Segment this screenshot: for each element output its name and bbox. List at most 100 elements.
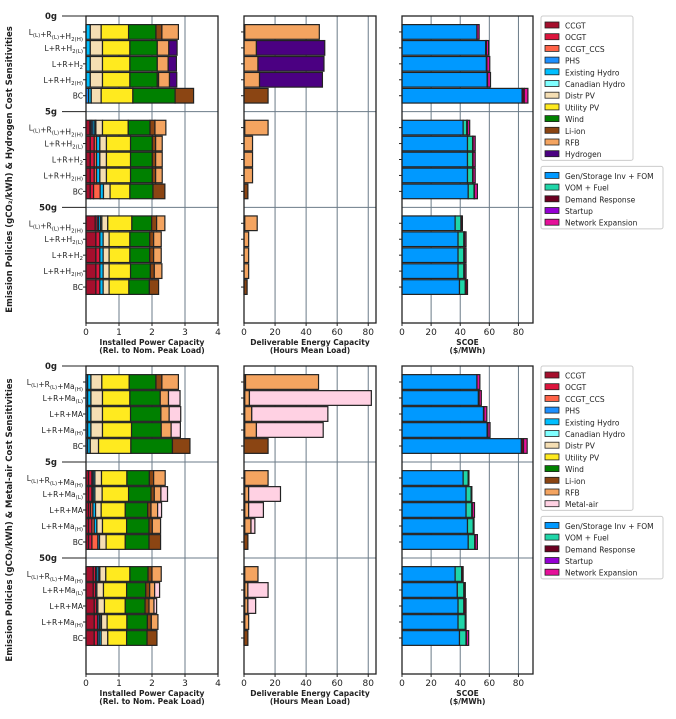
category-label: L+R+H2(L): [45, 235, 83, 246]
bar-segment-utility-pv: [101, 119, 129, 136]
category-label: BC: [73, 283, 83, 292]
x-axis-label: SCOE: [456, 338, 478, 347]
bar-segment-vom-fuel: [466, 151, 474, 168]
bar-segment-demand-response: [472, 518, 475, 534]
bar-segment-rfb: [244, 24, 320, 40]
x-tick-label: 60: [484, 679, 496, 689]
bar-segment-gen-storage-inv-fom: [401, 486, 467, 502]
legend-swatch: [544, 488, 560, 496]
bar-segment-rfb: [160, 422, 172, 438]
bar-segment-distr-pv: [90, 374, 103, 390]
bar-segment-gen-storage-inv-fom: [401, 39, 487, 56]
bar-segment-distr-pv: [97, 598, 106, 614]
bar-segment-metal-air: [153, 598, 158, 614]
bar-segment-utility-pv: [105, 167, 132, 184]
legend-swatch: [544, 150, 560, 158]
legend-item-label: Gen/Storage Inv + FOM: [565, 522, 654, 531]
bar-segment-network-expansion: [463, 263, 467, 280]
legend-swatch: [544, 568, 560, 576]
bar-segment-wind: [129, 135, 153, 152]
bar-segment-rfb: [244, 518, 252, 534]
bar-segment-hydrogen: [167, 55, 178, 72]
legend-item-label: CCGT_CCS: [565, 45, 605, 54]
legend-swatch: [544, 500, 560, 508]
category-label: L(L)+R(L)+Ma(H): [27, 474, 83, 489]
bar-segment-vom-fuel: [465, 486, 472, 502]
bar-segment-ccgt-ccs: [91, 534, 99, 550]
category-label: L+R+MA: [49, 506, 83, 515]
legend-swatch: [544, 418, 560, 426]
legend-box: [540, 515, 664, 580]
legend-item-label: OCGT: [565, 33, 587, 42]
category-label: L+R+Ma(L): [43, 586, 83, 597]
bar-segment-rfb: [153, 263, 163, 280]
category-label: L+R+Ma(L): [43, 394, 83, 405]
panel-frame: [401, 15, 534, 324]
legend-item-label: Metal-air: [565, 500, 599, 509]
bar-segment-gen-storage-inv-fom: [401, 630, 461, 646]
bar-segment-metal-air: [168, 406, 182, 422]
panel-frame: [243, 365, 377, 675]
bar-segment-wind: [129, 406, 162, 422]
x-axis-label: ($/MWh): [450, 697, 486, 706]
bar-segment-rfb: [161, 374, 179, 390]
bar-segment-li-ion: [148, 470, 155, 486]
x-tick-label: 40: [300, 328, 312, 338]
legend-box: [540, 15, 634, 161]
x-tick-label: 60: [484, 328, 496, 338]
bar-segment-wind: [129, 55, 158, 72]
x-axis-label: (Rel. to Nom. Peak Load): [99, 346, 204, 355]
bar-segment-rfb: [243, 135, 254, 152]
legend-swatch: [544, 91, 560, 99]
bar-segment-network-expansion: [486, 55, 491, 72]
bar-segment-wind: [129, 151, 153, 168]
bar-segment-rfb: [149, 582, 156, 598]
legend-swatch: [544, 21, 560, 29]
x-tick-label: 20: [425, 679, 437, 689]
panel-frame: [243, 15, 377, 324]
bar-segment-wind: [124, 502, 149, 518]
category-label: L+R+H2(L): [45, 140, 83, 151]
bar-segment-gen-storage-inv-fom: [401, 183, 469, 200]
bar-segment-li-ion: [155, 24, 163, 40]
bar-segment-vom-fuel: [457, 231, 465, 248]
legend-item-label: OCGT: [565, 383, 587, 392]
bar-segment-vom-fuel: [466, 167, 474, 184]
legend-item-label: Canadian Hydro: [565, 430, 626, 439]
legend-swatch: [544, 126, 560, 134]
bar-segment-distr-pv: [96, 518, 104, 534]
legend-item-label: Distr PV: [565, 92, 596, 101]
bar-segment-network-expansion: [476, 374, 481, 390]
x-tick-label: 0: [241, 679, 247, 689]
x-axis-label: SCOE: [456, 689, 478, 698]
bar-segment-vom-fuel: [457, 247, 465, 264]
legend-swatch: [544, 195, 560, 203]
bar-segment-gen-storage-inv-fom: [401, 167, 469, 184]
legend-swatch: [544, 533, 560, 541]
bar-segment-distr-pv: [94, 502, 102, 518]
bar-segment-ccgt: [85, 247, 97, 264]
x-axis-label: Installed Power Capacity: [100, 338, 205, 347]
x-tick-label: 4: [215, 328, 221, 338]
policy-group-label: 50g: [39, 554, 57, 564]
legend-swatch: [544, 383, 560, 391]
x-tick-label: 20: [269, 328, 281, 338]
bar-segment-rfb: [244, 614, 250, 630]
x-tick-label: 20: [269, 679, 281, 689]
legend-item-label: Hydrogen: [565, 150, 602, 159]
bar-segment-utility-pv: [105, 135, 132, 152]
bar-segment-gen-storage-inv-fom: [401, 470, 464, 486]
bar-segment-distr-pv: [99, 566, 107, 582]
bar-segment-rfb: [154, 119, 167, 136]
legend-cost: Gen/Storage Inv + FOM VOM + Fuel Demand Re…: [540, 165, 664, 230]
legend-swatch: [544, 33, 560, 41]
x-tick-label: 80: [363, 328, 375, 338]
legend-swatch: [544, 430, 560, 437]
bar-segment-utility-pv: [100, 87, 134, 104]
bar-segment-metal-air: [255, 422, 324, 438]
legend-item-label: Network Expansion: [565, 569, 638, 578]
bar-segment-rfb: [244, 215, 258, 232]
bar-segment-utility-pv: [101, 39, 131, 56]
bar-segment-wind: [126, 470, 150, 486]
